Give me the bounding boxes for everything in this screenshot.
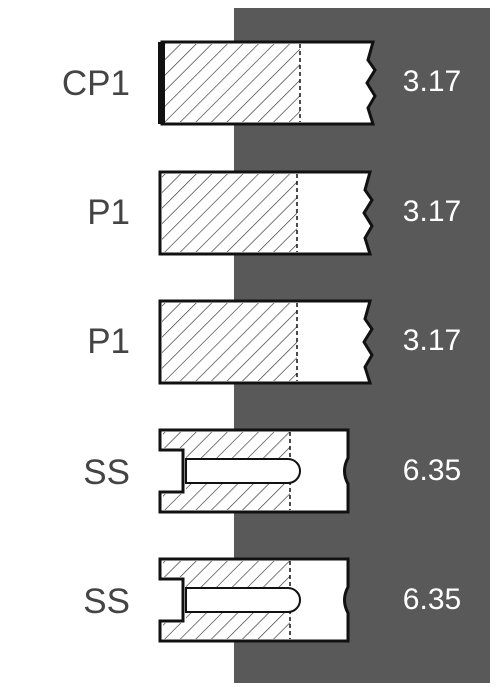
row-label: SS xyxy=(83,582,130,621)
slotted-piston-drawing xyxy=(158,557,350,643)
row-label: P1 xyxy=(87,193,130,232)
row-value: 6.35 xyxy=(402,454,462,487)
row-value: 3.17 xyxy=(402,195,462,228)
row-label: SS xyxy=(83,453,130,492)
slotted-piston-drawing xyxy=(158,428,350,514)
piston-cap-drawing xyxy=(158,40,377,126)
piston-drawing xyxy=(158,299,374,385)
row-label: CP1 xyxy=(61,64,130,103)
row-value: 3.17 xyxy=(402,324,462,357)
piston-drawing xyxy=(158,170,374,256)
row-label: P1 xyxy=(87,322,130,361)
row-value: 3.17 xyxy=(402,65,462,98)
row-value: 6.35 xyxy=(402,583,462,616)
